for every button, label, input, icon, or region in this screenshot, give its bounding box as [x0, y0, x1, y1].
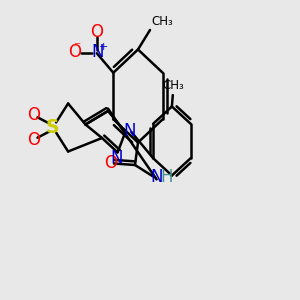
Text: S: S: [46, 118, 59, 137]
Text: N: N: [92, 44, 104, 61]
Text: CH₃: CH₃: [152, 15, 173, 28]
Text: ⁻: ⁻: [73, 40, 80, 54]
Text: O: O: [27, 106, 40, 124]
Text: O: O: [104, 154, 117, 172]
Text: O: O: [68, 44, 81, 61]
Text: O: O: [90, 23, 103, 41]
Text: N: N: [150, 168, 163, 186]
Text: N: N: [123, 122, 136, 140]
Text: H: H: [161, 168, 173, 186]
Text: O: O: [27, 131, 40, 149]
Text: N: N: [111, 149, 123, 167]
Text: +: +: [99, 42, 108, 52]
Text: CH₃: CH₃: [163, 79, 184, 92]
